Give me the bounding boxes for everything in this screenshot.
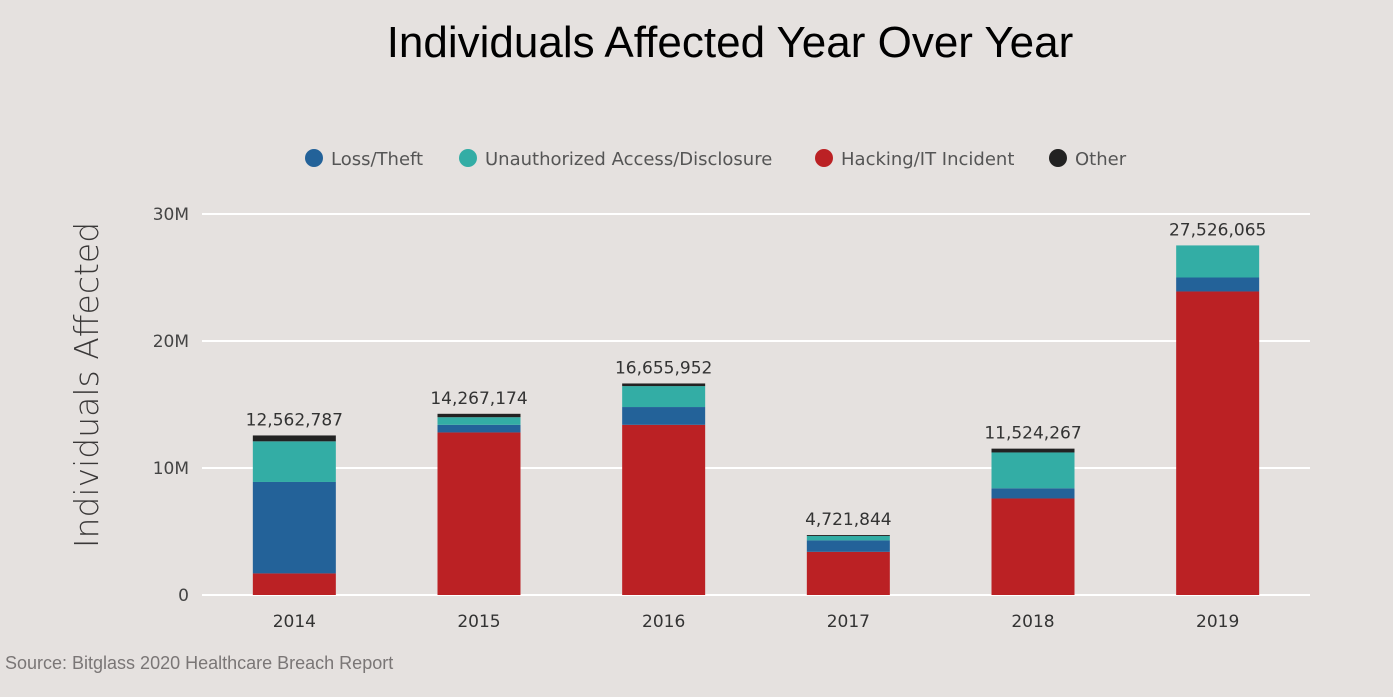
bar-segment <box>437 417 521 425</box>
bar-segment <box>991 448 1075 453</box>
bar-segment <box>622 407 706 425</box>
bar-segment <box>991 498 1075 595</box>
bar-segment <box>437 424 521 433</box>
total-label: 14,267,174 <box>430 389 527 409</box>
total-label: 27,526,065 <box>1169 220 1266 240</box>
total-labels: 12,562,787 14,267,174 16,655,952 4,721,844 1… <box>246 220 1267 530</box>
bar-segment <box>622 383 706 387</box>
legend-swatch <box>1049 149 1067 167</box>
legend-swatch <box>815 149 833 167</box>
chart-title: Individuals Affected Year Over Year <box>386 18 1074 67</box>
bar-segment <box>991 452 1075 489</box>
bar-segment <box>806 540 890 552</box>
bar-segment <box>437 413 521 418</box>
total-label: 4,721,844 <box>805 510 892 530</box>
bar-segment <box>1176 291 1260 595</box>
total-label: 11,524,267 <box>984 424 1081 444</box>
y-axis: 0 10M 20M 30M <box>153 205 189 606</box>
bar-segment <box>622 424 706 595</box>
bar-segment <box>806 551 890 595</box>
bar-segment <box>252 435 336 442</box>
legend-swatch <box>459 149 477 167</box>
y-tick-label: 30M <box>153 205 189 225</box>
legend-swatch <box>305 149 323 167</box>
bar-segment <box>991 488 1075 499</box>
legend-label: Hacking/IT Incident <box>841 149 1014 170</box>
gridlines <box>202 213 1310 596</box>
legend-label: Unauthorized Access/Disclosure <box>485 149 772 170</box>
bar-segment <box>1176 245 1260 278</box>
bar-segment <box>622 386 706 408</box>
bar-segment <box>806 535 890 541</box>
legend-label: Other <box>1075 149 1127 170</box>
y-tick-label: 0 <box>178 586 189 606</box>
x-tick-label: 2016 <box>642 612 685 632</box>
x-tick-label: 2017 <box>827 612 870 632</box>
y-tick-label: 10M <box>153 459 189 479</box>
x-axis: 2014 2015 2016 2017 2018 2019 <box>273 612 1240 632</box>
bars <box>252 245 1260 595</box>
bar-segment <box>252 573 336 595</box>
total-label: 12,562,787 <box>246 410 343 430</box>
x-tick-label: 2015 <box>457 612 500 632</box>
bar-segment <box>252 441 336 482</box>
bar-segment <box>806 535 890 536</box>
x-tick-label: 2018 <box>1011 612 1054 632</box>
x-tick-label: 2019 <box>1196 612 1239 632</box>
bar-segment <box>437 432 521 595</box>
total-label: 16,655,952 <box>615 358 712 378</box>
legend-label: Loss/Theft <box>331 149 423 170</box>
bar-segment <box>1176 277 1260 292</box>
bar-segment <box>252 481 336 574</box>
y-tick-label: 20M <box>153 332 189 352</box>
x-tick-label: 2014 <box>273 612 316 632</box>
source-note: Source: Bitglass 2020 Healthcare Breach … <box>5 653 394 673</box>
y-axis-label: Individuals Affected <box>67 222 106 548</box>
legend: Loss/Theft Unauthorized Access/Disclosure… <box>305 149 1127 170</box>
